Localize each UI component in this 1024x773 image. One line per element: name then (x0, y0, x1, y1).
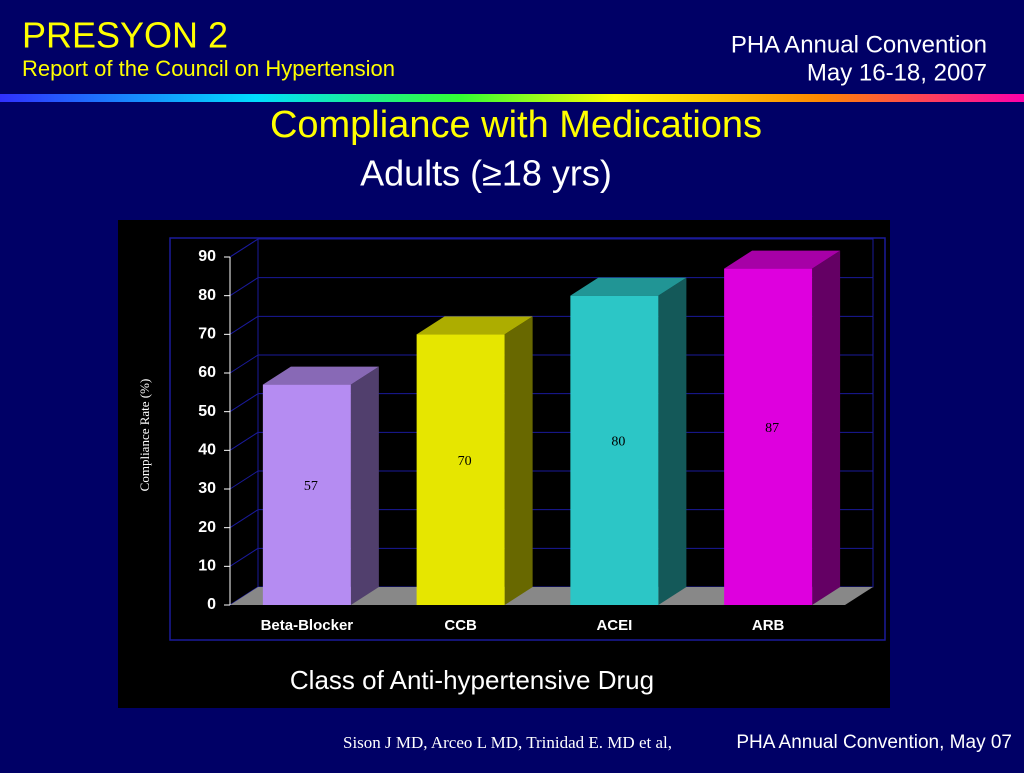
y-tick-label: 50 (198, 403, 216, 420)
bar (570, 295, 659, 605)
chart-subtitle: Adults (≥18 yrs) (360, 153, 612, 194)
bar-top (416, 316, 533, 335)
grid-line-side (229, 277, 259, 297)
x-tick-label: Beta-Blocker (261, 617, 354, 634)
y-tick-label: 40 (198, 442, 216, 459)
bar (262, 384, 351, 605)
value-label: 70 (458, 454, 472, 469)
rainbow-rule (0, 94, 1024, 102)
bar-top (262, 366, 379, 385)
bar-top (570, 277, 687, 296)
header-date: May 16-18, 2007 (807, 59, 987, 86)
grid-line-side (229, 509, 259, 529)
x-axis-label: Class of Anti-hypertensive Drug (290, 665, 654, 695)
plot-frame (169, 237, 886, 641)
bar (724, 268, 813, 605)
grid-line-side (229, 470, 259, 490)
y-tick-label: 20 (198, 519, 216, 536)
x-tick-label: ARB (752, 617, 785, 634)
grid-line-side (229, 547, 259, 567)
y-axis-label: Compliance Rate (%) (137, 379, 152, 492)
plot: 0 10 20 30 40 50 60 70 80 90 57 Beta-Blocker 70 CCB 80… (198, 238, 874, 634)
value-label: 57 (304, 479, 318, 494)
bar-side (350, 366, 379, 605)
y-tick-label: 0 (207, 596, 216, 613)
header-subtitle: Report of the Council on Hypertension (22, 56, 395, 81)
grid-line-side (229, 238, 259, 258)
y-tick-label: 10 (198, 558, 216, 575)
bar-side (812, 250, 841, 605)
grid-line-side (229, 315, 259, 335)
x-tick-label: CCB (444, 617, 477, 634)
bar-side (658, 277, 687, 605)
grid-line-side (229, 393, 259, 413)
floor (230, 587, 873, 605)
side-wall (229, 238, 259, 606)
y-tick-label: 80 (198, 287, 216, 304)
y-tick-label: 30 (198, 480, 216, 497)
footer-authors: Sison J MD, Arceo L MD, Trinidad E. MD e… (343, 733, 672, 752)
footer-source: PHA Annual Convention, May 07 (736, 732, 1012, 753)
x-tick-label: ACEI (596, 617, 632, 634)
y-tick-label: 70 (198, 326, 216, 343)
value-label: 87 (765, 421, 779, 436)
y-tick-label: 60 (198, 364, 216, 381)
chart-title: Compliance with Medications (270, 104, 762, 146)
bar (416, 334, 505, 605)
header-event: PHA Annual Convention (731, 31, 987, 58)
value-label: 80 (611, 435, 625, 450)
grid-line-side (229, 431, 259, 451)
header-title: PRESYON 2 (22, 15, 228, 56)
grid-line-side (229, 354, 259, 374)
bar-side (504, 316, 533, 605)
bar-top (724, 250, 841, 269)
y-tick-label: 90 (198, 248, 216, 265)
